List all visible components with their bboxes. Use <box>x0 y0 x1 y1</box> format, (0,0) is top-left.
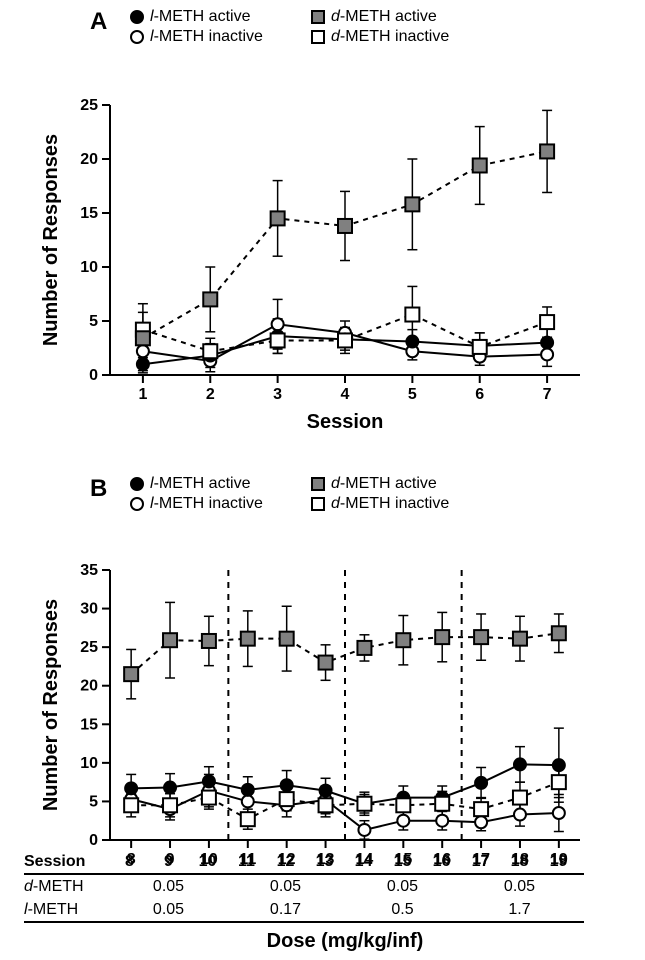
svg-text:10: 10 <box>80 259 98 276</box>
svg-text:15: 15 <box>80 205 98 222</box>
dose-label: Dose (mg/kg/inf) <box>110 930 580 953</box>
svg-text:20: 20 <box>80 678 98 695</box>
dose-table: Session8910111213141516171819d-METH0.050… <box>24 850 584 923</box>
svg-text:5: 5 <box>89 313 98 330</box>
panel-a-legend: l-METH actived-METH activel-METH inactiv… <box>130 8 521 48</box>
svg-text:0: 0 <box>89 367 98 384</box>
svg-text:25: 25 <box>80 639 98 656</box>
panel-b-legend: l-METH actived-METH activel-METH inactiv… <box>130 475 521 515</box>
svg-text:30: 30 <box>80 601 98 618</box>
panel-a-ylabel: Number of Responses <box>40 105 63 375</box>
svg-text:2: 2 <box>206 386 215 403</box>
svg-text:5: 5 <box>89 793 98 810</box>
figure-container: Al-METH actived-METH activel-METH inacti… <box>0 0 645 960</box>
svg-text:4: 4 <box>341 386 350 403</box>
svg-text:6: 6 <box>475 386 484 403</box>
svg-text:3: 3 <box>273 386 282 403</box>
svg-text:20: 20 <box>80 151 98 168</box>
svg-text:35: 35 <box>80 562 98 579</box>
panel-a-xlabel: Session <box>110 411 580 434</box>
panel-a-label: A <box>90 8 107 36</box>
svg-text:0: 0 <box>89 832 98 849</box>
svg-text:1: 1 <box>138 386 147 403</box>
panel-b-ylabel: Number of Responses <box>40 570 63 840</box>
panel-b-label: B <box>90 475 107 503</box>
svg-text:10: 10 <box>80 755 98 772</box>
svg-text:25: 25 <box>80 97 98 114</box>
svg-text:7: 7 <box>543 386 552 403</box>
svg-text:5: 5 <box>408 386 417 403</box>
svg-text:15: 15 <box>80 716 98 733</box>
